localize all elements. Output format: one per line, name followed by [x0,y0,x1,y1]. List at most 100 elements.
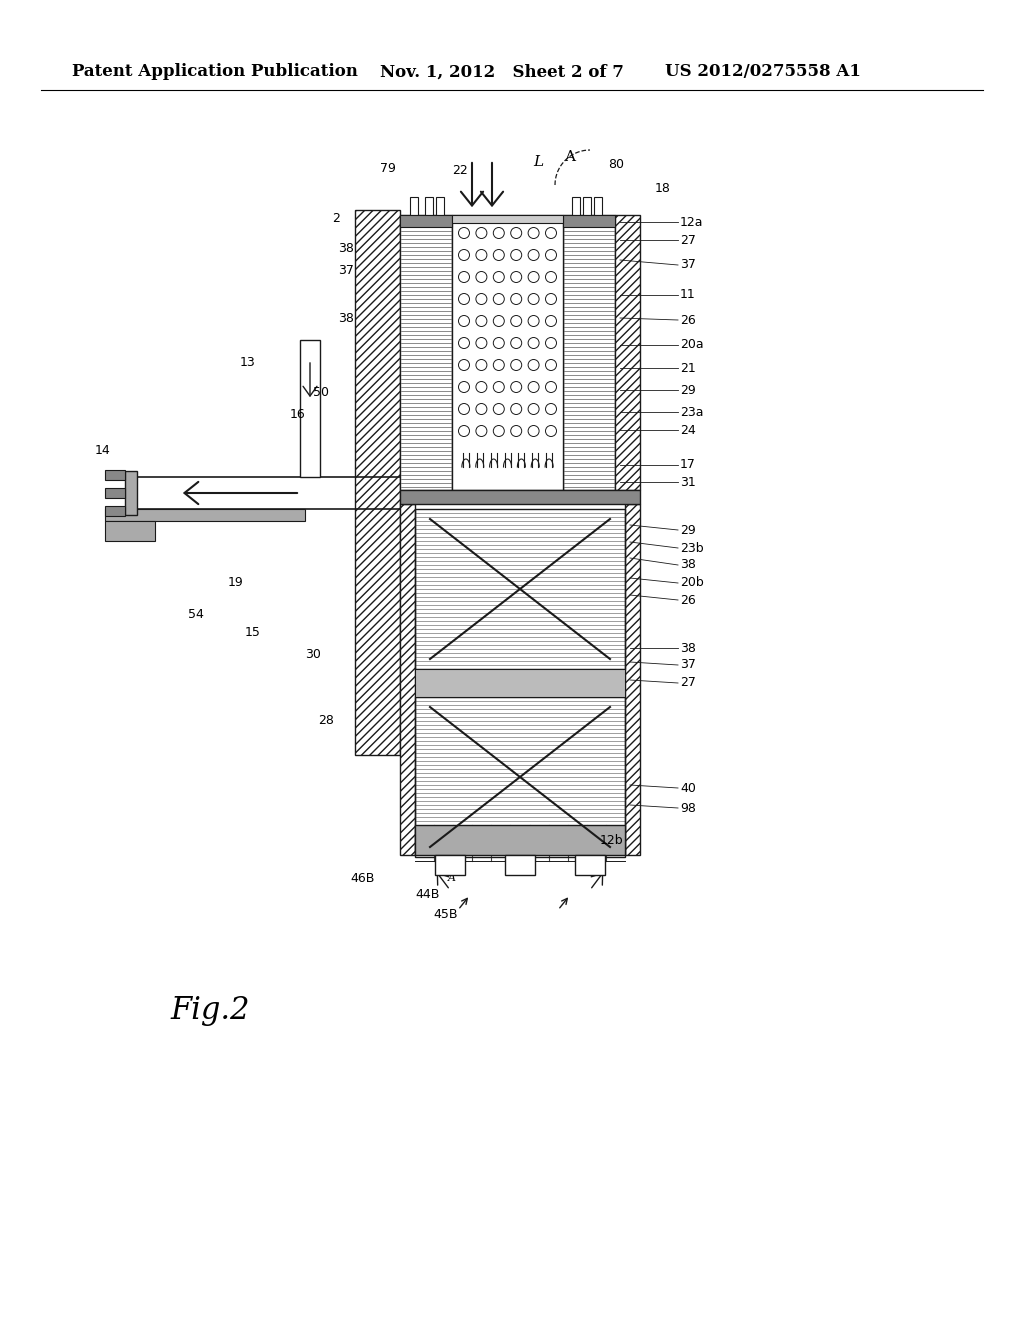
Bar [452,215,563,490]
Circle shape [476,249,486,260]
Bar [594,197,602,215]
Circle shape [511,359,521,371]
Circle shape [528,404,539,414]
Text: Fig.2: Fig.2 [170,994,250,1026]
Text: 50: 50 [313,385,329,399]
Text: 11: 11 [680,289,695,301]
Text: 44B: 44B [415,888,439,902]
Text: 37: 37 [680,659,696,672]
Circle shape [494,381,504,392]
Circle shape [528,359,539,371]
Bar [125,471,137,515]
Circle shape [476,293,486,305]
Circle shape [476,359,486,371]
Circle shape [546,272,556,282]
Circle shape [494,227,504,239]
Text: 18: 18 [655,181,671,194]
Text: 54: 54 [188,609,204,622]
Bar [415,697,625,857]
Bar [105,510,305,521]
Text: 15: 15 [245,626,261,639]
Bar [415,825,625,855]
Text: 29: 29 [680,384,695,396]
Bar [435,855,465,875]
Circle shape [476,425,486,437]
Circle shape [511,404,521,414]
Circle shape [494,272,504,282]
Circle shape [511,272,521,282]
Bar [572,197,580,215]
Text: 13: 13 [240,355,256,368]
Circle shape [511,425,521,437]
Circle shape [511,315,521,326]
Text: 38: 38 [338,242,354,255]
Text: 29: 29 [680,524,695,536]
Text: A: A [564,150,575,164]
Circle shape [476,315,486,326]
Text: 27: 27 [680,676,696,689]
Bar [436,197,444,215]
Circle shape [459,293,469,305]
Text: 37: 37 [680,259,696,272]
Circle shape [511,293,521,305]
Circle shape [511,227,521,239]
Bar [583,197,591,215]
Circle shape [546,404,556,414]
Text: 46B: 46B [350,871,375,884]
Bar [400,215,452,490]
Text: 26: 26 [680,314,695,326]
Bar [425,197,433,215]
Text: 40: 40 [680,781,696,795]
Circle shape [494,315,504,326]
Circle shape [494,404,504,414]
Bar [415,669,625,697]
Bar [615,215,640,490]
Circle shape [546,425,556,437]
Circle shape [528,227,539,239]
Text: 20b: 20b [680,577,703,590]
Text: Patent Application Publication: Patent Application Publication [72,63,357,81]
Text: 19: 19 [228,576,244,589]
Bar [400,490,640,504]
Bar [400,504,415,855]
Circle shape [459,381,469,392]
Text: 26: 26 [680,594,695,606]
Text: 38: 38 [338,312,354,325]
Text: 24: 24 [680,424,695,437]
Circle shape [476,338,486,348]
Circle shape [494,249,504,260]
Circle shape [546,249,556,260]
Text: 80: 80 [608,158,624,172]
Circle shape [546,315,556,326]
Bar [105,506,125,516]
Circle shape [528,272,539,282]
Text: 16: 16 [290,408,306,421]
Text: 38: 38 [680,558,696,572]
Text: 98: 98 [680,801,696,814]
Text: 45B: 45B [433,908,458,921]
Circle shape [511,381,521,392]
Text: 20a: 20a [680,338,703,351]
Bar [400,215,452,227]
Circle shape [546,293,556,305]
Text: 2: 2 [332,211,340,224]
Bar [105,488,125,498]
Text: 37: 37 [338,264,354,276]
Text: 21: 21 [680,362,695,375]
Circle shape [528,425,539,437]
Text: 28: 28 [318,714,334,726]
Text: 31: 31 [680,475,695,488]
Circle shape [459,272,469,282]
Bar [105,470,125,480]
Circle shape [511,249,521,260]
Text: 12a: 12a [680,215,703,228]
Circle shape [476,404,486,414]
Circle shape [546,338,556,348]
Circle shape [494,338,504,348]
Circle shape [546,381,556,392]
Circle shape [459,404,469,414]
Bar [355,210,400,755]
Bar [575,855,605,875]
Bar [563,215,615,227]
Circle shape [528,315,539,326]
